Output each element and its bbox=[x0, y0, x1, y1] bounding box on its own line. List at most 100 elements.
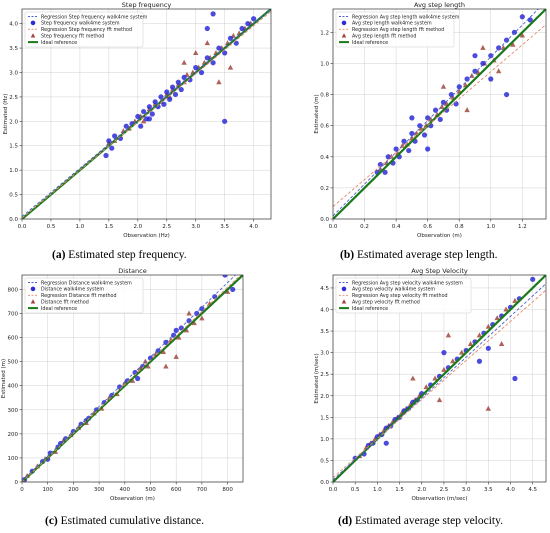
walk4me-point bbox=[103, 152, 109, 159]
fft-point bbox=[510, 41, 516, 47]
fft-point bbox=[445, 332, 452, 338]
caption-letter: (d) bbox=[338, 515, 353, 527]
y-tick-label: 0.0 bbox=[9, 217, 18, 223]
walk4me-point bbox=[409, 115, 415, 121]
walk4me-point bbox=[425, 146, 431, 152]
y-tick-label: 0.6 bbox=[320, 124, 329, 130]
panel-d: Avg Step Velocity 0.0 0.5 1.0 1.5 2.0 2.5 3.0 3.… bbox=[275, 266, 550, 508]
x-tick-label: 1.0 bbox=[76, 224, 85, 230]
walk4me-point bbox=[123, 123, 129, 129]
walk4me-point bbox=[158, 94, 164, 100]
legend-label: Avg step length walk4me system bbox=[352, 21, 432, 27]
walk4me-point bbox=[193, 65, 199, 71]
walk4me-point bbox=[172, 91, 179, 98]
legend-marker-walk4me bbox=[30, 20, 36, 26]
walk4me-point bbox=[464, 76, 470, 82]
caption-text: Estimated cumulative distance. bbox=[60, 515, 205, 527]
legend-marker-walk4me bbox=[341, 20, 347, 26]
walk4me-point bbox=[198, 69, 205, 76]
fft-point bbox=[163, 363, 169, 369]
fft-point bbox=[494, 315, 500, 321]
walk4me-point bbox=[199, 306, 205, 312]
fft-point bbox=[176, 334, 182, 340]
walk4me-point bbox=[138, 123, 144, 129]
fft-point bbox=[485, 405, 492, 411]
fft-point bbox=[129, 377, 136, 383]
walk4me-point bbox=[472, 53, 478, 59]
caption-letter: (b) bbox=[340, 249, 355, 261]
fft-point bbox=[512, 297, 518, 303]
legend-label: Regression Avg step length walk4me syste… bbox=[352, 14, 460, 20]
legend-marker-fft bbox=[341, 299, 347, 304]
plot-frame bbox=[332, 274, 547, 483]
legend-box bbox=[24, 11, 144, 48]
walk4me-point bbox=[169, 84, 176, 90]
plot-frame bbox=[332, 8, 547, 220]
walk4me-point bbox=[530, 276, 536, 282]
y-tick-label: 200 bbox=[8, 432, 19, 438]
walk4me-point bbox=[152, 99, 158, 105]
fft-point bbox=[467, 341, 474, 346]
x-tick-label: 0.2 bbox=[360, 224, 369, 230]
panel-c: Distance 0 100 200 300 400 500 600 700 800 0 100 200… bbox=[0, 266, 275, 508]
x-tick-label: 0.6 bbox=[423, 224, 432, 230]
legend-marker-walk4me bbox=[30, 286, 36, 292]
y-tick-label: 2.0 bbox=[320, 394, 329, 400]
y-axis-label: Estimated (m/sec) bbox=[314, 353, 320, 403]
legend-label: Step frequency walk4me system bbox=[41, 21, 120, 27]
x-tick-label: 4.5 bbox=[528, 487, 537, 493]
walk4me-point bbox=[377, 161, 383, 168]
y-tick-label: 0.0 bbox=[320, 217, 329, 223]
x-tick-label: 0.0 bbox=[329, 224, 338, 230]
y-tick-label: 1.0 bbox=[320, 61, 329, 67]
fft-point bbox=[204, 40, 211, 46]
fft-point bbox=[142, 358, 149, 364]
walk4me-point bbox=[146, 104, 152, 110]
walk4me-point bbox=[417, 123, 423, 129]
fft-point bbox=[450, 358, 456, 364]
walk4me-point bbox=[488, 76, 494, 82]
plot-content bbox=[333, 275, 546, 482]
walk4me-point bbox=[222, 118, 228, 124]
fft-point bbox=[436, 397, 443, 403]
walk4me-point bbox=[485, 345, 491, 351]
y-axis-label: Estimated (Hz) bbox=[3, 94, 9, 135]
fft-point bbox=[480, 44, 486, 50]
walk4me-point bbox=[453, 101, 459, 107]
y-tick-label: 600 bbox=[8, 336, 19, 342]
walk4me-point bbox=[382, 169, 388, 175]
chart-title: Avg Step Velocity bbox=[411, 267, 468, 275]
walk4me-point bbox=[161, 101, 167, 107]
y-tick-label: 3.0 bbox=[9, 70, 18, 76]
walk4me-point bbox=[401, 138, 407, 144]
panel-a: Step frequency 0.0 0.5 1.0 1.5 2.0 2.5 3.0 3.5 4.… bbox=[0, 0, 275, 245]
fft-point bbox=[145, 363, 151, 369]
y-axis-label: Estimated (m) bbox=[1, 359, 7, 398]
walk4me-point bbox=[503, 91, 510, 98]
regression-fft-line bbox=[333, 24, 546, 207]
legend-label: Step frequency fft method bbox=[41, 34, 104, 40]
fft-point bbox=[191, 320, 197, 326]
walk4me-point bbox=[421, 132, 428, 138]
fft-point bbox=[423, 384, 429, 390]
walk4me-point bbox=[393, 146, 399, 152]
x-axis-label: Observation (m) bbox=[417, 233, 462, 239]
walk4me-point bbox=[409, 130, 415, 137]
x-tick-label: 4.0 bbox=[249, 224, 258, 230]
y-tick-label: 4.0 bbox=[9, 22, 18, 28]
ideal-reference-line bbox=[333, 275, 546, 482]
x-tick-label: 500 bbox=[145, 487, 156, 493]
walk4me-point bbox=[245, 21, 251, 27]
fft-point bbox=[186, 310, 192, 316]
fft-point bbox=[432, 375, 438, 381]
x-tick-label: 1.0 bbox=[486, 224, 495, 230]
walk4me-point bbox=[227, 35, 234, 41]
plot-content bbox=[22, 275, 243, 482]
walk4me-point bbox=[146, 116, 152, 122]
walk4me-point bbox=[135, 113, 141, 120]
chart-distance: Distance 0 100 200 300 400 500 600 700 800 0 100 200… bbox=[1, 267, 244, 502]
caption-d: (d) Estimated average step velocity. bbox=[338, 515, 503, 527]
x-tick-label: 1.0 bbox=[373, 487, 382, 493]
y-tick-label: 1.5 bbox=[320, 415, 329, 421]
walk4me-point bbox=[503, 37, 510, 43]
